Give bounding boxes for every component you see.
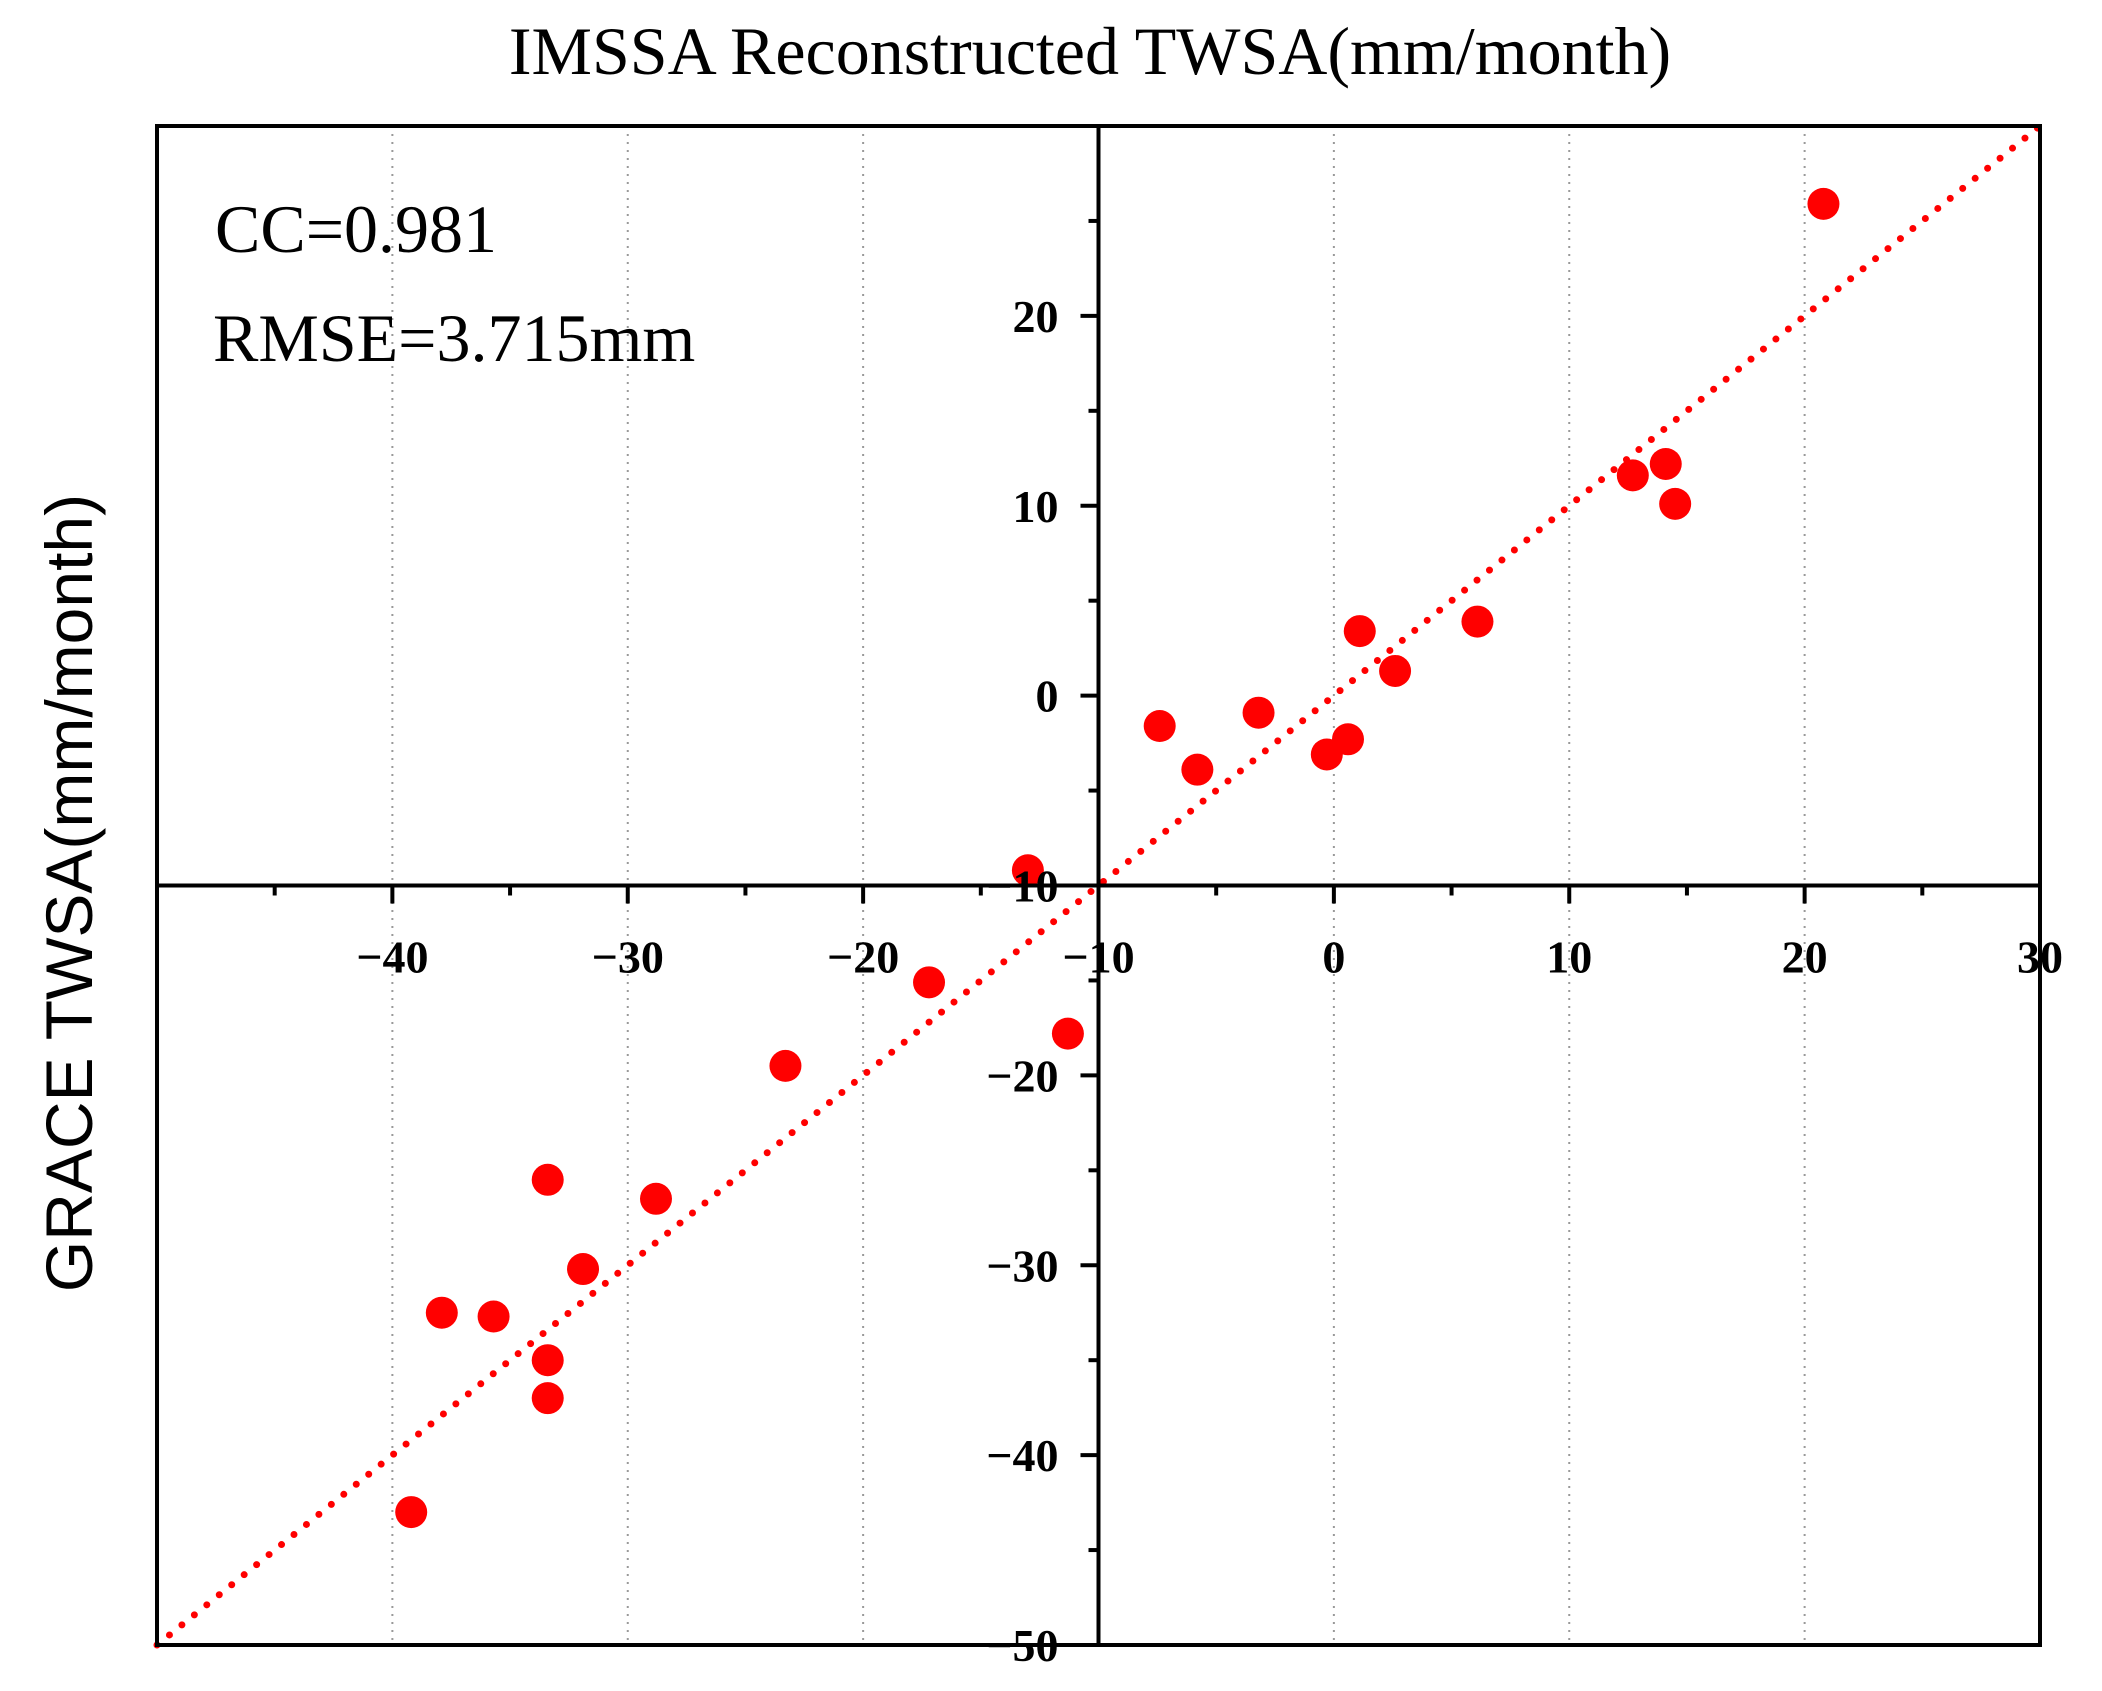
y-tick-label: −50	[986, 1620, 1058, 1671]
data-point	[567, 1253, 600, 1286]
cc-annotation: CC=0.981	[215, 191, 497, 267]
one-to-one-line-group	[153, 122, 2044, 1649]
x-axis-ticks: −40 −30 −20 −10 0 10 20 30	[272, 885, 2063, 983]
data-point	[531, 1163, 564, 1196]
data-point	[1461, 605, 1494, 638]
x-tick-label: 30	[2017, 932, 2063, 983]
data-point	[1379, 654, 1412, 687]
y-tick-label: 10	[1013, 481, 1059, 532]
data-points	[395, 187, 1840, 1529]
chart-title: IMSSA Reconstructed TWSA(mm/month)	[509, 13, 1671, 89]
x-tick-label: 20	[1782, 932, 1828, 983]
x-tick-label: 10	[1546, 932, 1592, 983]
data-point	[639, 1182, 672, 1215]
data-point	[1310, 738, 1343, 771]
x-tick-label: 0	[1322, 932, 1345, 983]
data-point	[1143, 710, 1176, 743]
data-point	[531, 1344, 564, 1377]
data-point	[1051, 1017, 1084, 1050]
data-point	[425, 1296, 458, 1329]
x-tick-label: −20	[827, 932, 899, 983]
y-tick-label: −20	[986, 1050, 1058, 1101]
rmse-annotation: RMSE=3.715mm	[213, 300, 695, 376]
y-tick-label: 20	[1013, 291, 1059, 342]
data-point	[1659, 487, 1692, 520]
x-tick-label: −40	[356, 932, 428, 983]
y-tick-label: −40	[986, 1430, 1058, 1481]
data-point	[477, 1300, 510, 1333]
y-tick-label: 0	[1036, 671, 1059, 722]
data-point	[1649, 447, 1682, 480]
one-to-one-line	[153, 122, 2044, 1649]
data-point	[1616, 459, 1649, 492]
data-point	[395, 1496, 428, 1529]
data-point	[913, 966, 946, 999]
data-point	[1242, 696, 1275, 729]
y-axis-label: GRACE TWSA(mm/month)	[32, 494, 106, 1292]
gridlines	[391, 126, 1806, 1645]
y-axis-ticks: 20 10 0 −10 −20 −30 −40 −50	[986, 218, 1099, 1671]
y-tick-label: −30	[986, 1240, 1058, 1291]
x-tick-label: −30	[592, 932, 664, 983]
data-point	[531, 1382, 564, 1415]
data-point	[769, 1049, 802, 1082]
data-point	[1011, 854, 1044, 887]
data-point	[1807, 187, 1840, 220]
data-point	[1343, 615, 1376, 648]
x-tick-label: −10	[1062, 932, 1134, 983]
y-tick-label: −10	[986, 861, 1058, 912]
data-point	[1181, 753, 1214, 786]
